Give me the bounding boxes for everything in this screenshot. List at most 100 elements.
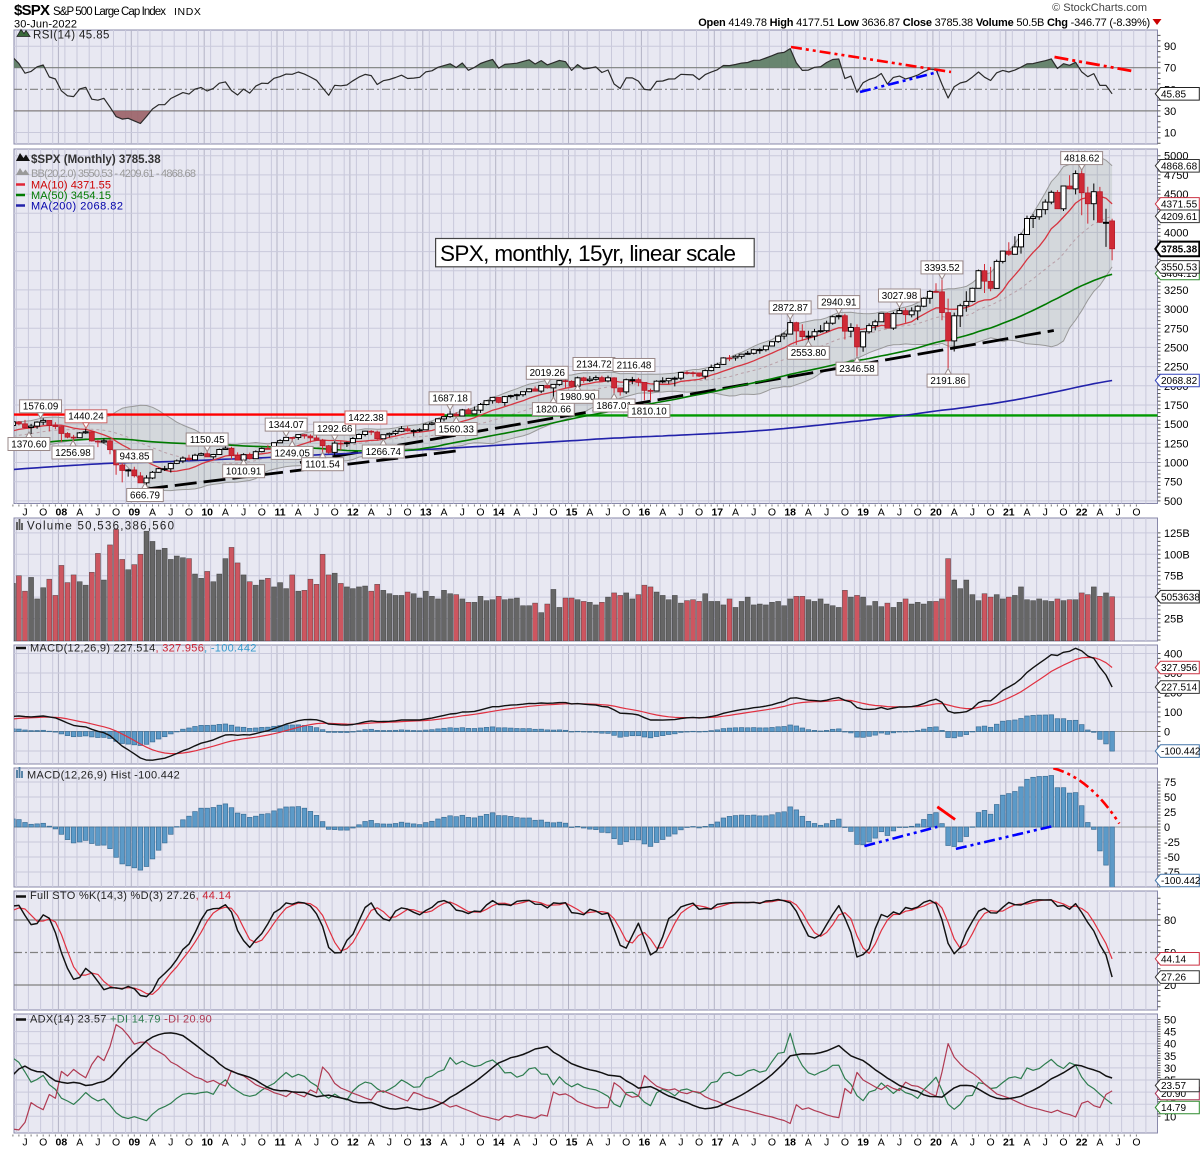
svg-text:A: A [1023,507,1030,519]
svg-text:21: 21 [1003,1137,1015,1149]
svg-text:750: 750 [1164,477,1182,489]
svg-text:10: 10 [201,507,213,519]
svg-text:O: O [1059,1137,1067,1149]
svg-text:3785.38: 3785.38 [1161,245,1198,256]
svg-text:J: J [532,1137,537,1149]
svg-text:13: 13 [420,1137,432,1149]
svg-text:75B: 75B [1164,571,1184,583]
svg-text:1256.98: 1256.98 [55,448,91,459]
svg-text:1750: 1750 [1164,400,1188,412]
svg-text:-25: -25 [1164,837,1180,849]
svg-text:35: 35 [1164,1051,1176,1063]
svg-text:14: 14 [493,1137,505,1149]
svg-text:1980.90: 1980.90 [560,392,596,403]
svg-text:1249.05: 1249.05 [274,448,310,459]
svg-text:1422.38: 1422.38 [348,413,384,424]
svg-text:666.79: 666.79 [130,490,160,501]
svg-text:3000: 3000 [1164,304,1188,316]
svg-text:J: J [95,1137,100,1149]
svg-text:327.956: 327.956 [1161,663,1198,674]
svg-text:INDX: INDX [174,6,202,18]
svg-text:A: A [951,507,958,519]
svg-text:10: 10 [1164,128,1176,140]
svg-text:A: A [295,507,302,519]
svg-text:J: J [532,507,537,519]
svg-text:J: J [168,1137,173,1149]
svg-text:09: 09 [128,1137,140,1149]
svg-text:O: O [112,507,120,519]
svg-text:12: 12 [347,507,359,519]
svg-text:O: O [622,1137,630,1149]
svg-text:A: A [878,507,885,519]
svg-text:15: 15 [566,507,578,519]
svg-text:1000: 1000 [1164,458,1188,470]
svg-text:50: 50 [1164,1015,1176,1027]
svg-text:J: J [95,507,100,519]
svg-text:4818.62: 4818.62 [1064,154,1099,165]
svg-text:O: O [476,507,484,519]
svg-text:1370.60: 1370.60 [11,439,47,450]
svg-text:O: O [1132,507,1140,519]
svg-text:MA(10) 4371.55: MA(10) 4371.55 [31,180,111,192]
svg-text:SPX, monthly, 15yr, linear sca: SPX, monthly, 15yr, linear scale [440,241,736,266]
svg-text:J: J [897,507,902,519]
svg-text:27.26: 27.26 [1161,973,1186,984]
svg-text:45: 45 [1164,1027,1176,1039]
svg-text:J: J [387,1137,392,1149]
svg-text:2250: 2250 [1164,362,1188,374]
svg-text:MA(50) 3454.15: MA(50) 3454.15 [31,190,111,202]
svg-text:A: A [368,1137,375,1149]
svg-text:J: J [751,1137,756,1149]
svg-text:3393.52: 3393.52 [924,263,959,274]
svg-text:A: A [440,507,447,519]
svg-text:J: J [824,1137,829,1149]
svg-text:80: 80 [1164,915,1176,927]
svg-text:125B: 125B [1164,528,1190,540]
svg-text:1687.18: 1687.18 [432,394,468,405]
svg-text:A: A [586,507,593,519]
svg-text:22: 22 [1076,1137,1088,1149]
svg-text:0: 0 [1164,727,1170,739]
svg-text:1150.45: 1150.45 [190,435,225,446]
svg-text:1440.24: 1440.24 [68,412,104,423]
svg-text:J: J [1115,507,1120,519]
svg-text:23.57: 23.57 [1161,1081,1186,1092]
svg-text:O: O [768,1137,776,1149]
svg-text:30: 30 [1164,1063,1176,1075]
svg-text:09: 09 [128,507,140,519]
svg-text:18: 18 [784,1137,796,1149]
svg-text:J: J [314,1137,319,1149]
svg-text:O: O [622,507,630,519]
svg-text:J: J [1043,507,1048,519]
svg-text:75: 75 [1164,777,1176,789]
svg-text:A: A [222,507,229,519]
svg-text:30: 30 [1164,106,1176,118]
svg-text:O: O [695,507,703,519]
svg-text:44.14: 44.14 [1161,954,1186,965]
svg-text:4750: 4750 [1164,170,1188,182]
svg-text:A: A [1096,1137,1103,1149]
svg-text:J: J [22,1137,27,1149]
svg-text:2553.80: 2553.80 [791,348,827,359]
svg-text:20: 20 [930,1137,942,1149]
svg-text:J: J [605,1137,610,1149]
svg-text:A: A [878,1137,885,1149]
svg-text:12: 12 [347,1137,359,1149]
svg-text:J: J [1115,1137,1120,1149]
svg-text:A: A [659,507,666,519]
svg-text:A: A [805,1137,812,1149]
svg-text:50536386560: 50536386560 [1161,592,1200,603]
svg-text:14.79: 14.79 [1161,1103,1186,1114]
svg-text:A: A [1023,1137,1030,1149]
svg-text:1266.74: 1266.74 [366,447,402,458]
svg-text:4000: 4000 [1164,227,1188,239]
svg-text:A: A [222,1137,229,1149]
svg-text:O: O [914,1137,922,1149]
svg-text:11: 11 [275,507,286,519]
svg-text:J: J [678,1137,683,1149]
svg-text:4371.55: 4371.55 [1161,200,1198,211]
svg-text:14: 14 [493,507,505,519]
svg-text:1292.66: 1292.66 [317,424,353,435]
svg-text:A: A [76,507,83,519]
svg-text:4209.61: 4209.61 [1161,212,1198,223]
